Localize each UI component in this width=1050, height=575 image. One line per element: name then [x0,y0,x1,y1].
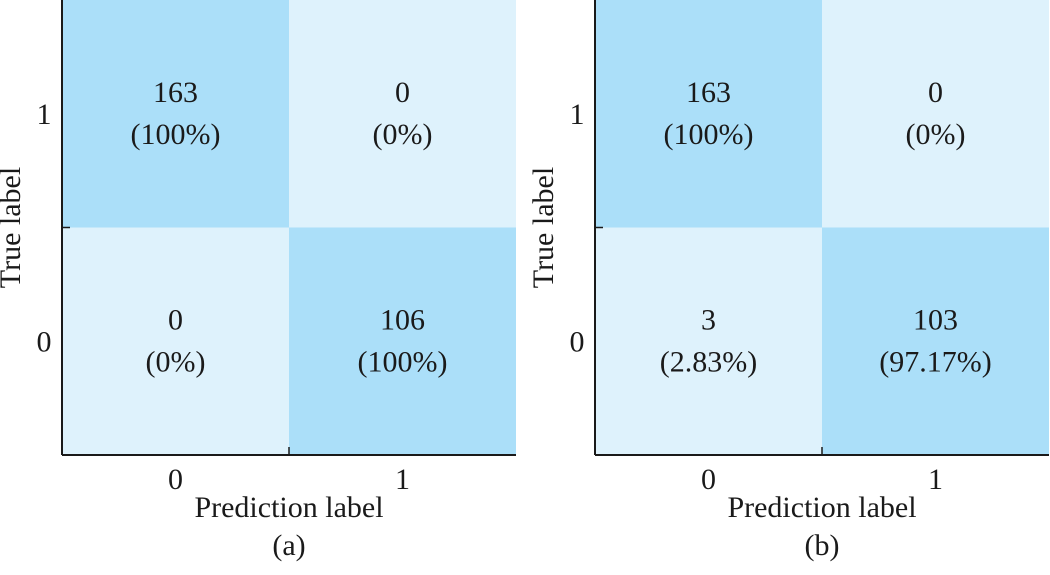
matrix-cell [289,227,516,455]
y-axis-label: True label [0,167,27,288]
cell-count: 163 [153,76,198,109]
x-tick-label: 0 [701,463,716,496]
matrix-cell [595,0,822,228]
cell-percent: (100%) [664,118,754,151]
matrix-cell [62,0,289,228]
cell-count: 3 [701,303,716,336]
cell-count: 0 [928,76,943,109]
cell-percent: (100%) [358,345,448,378]
x-axis-label: Prediction label [727,491,916,524]
cell-count: 106 [380,303,425,336]
matrix-cell [62,227,289,455]
cell-count: 163 [686,76,731,109]
x-axis-label: Prediction label [194,491,383,524]
cell-percent: (97.17%) [879,345,991,378]
cell-count: 0 [395,76,410,109]
matrix-cell [822,0,1049,228]
panel-label: (a) [272,529,305,562]
cell-percent: (0%) [373,118,433,151]
matrix-cell [289,0,516,228]
y-axis-label: True label [527,167,560,288]
cell-percent: (0%) [906,118,966,151]
cell-count: 0 [168,303,183,336]
y-tick-label: 1 [570,98,585,131]
confusion-matrix-panel-a: 163 (100%) 0 (0%) 0 (0%) 106 (100%) 1 0 0 1 Predicti… [0,0,516,562]
matrix-cell [822,227,1049,455]
y-tick-label: 1 [37,98,52,131]
x-tick-label: 0 [168,463,183,496]
matrix-cell [595,227,822,455]
x-tick-label: 1 [395,463,410,496]
panel-label: (b) [805,529,840,562]
cell-percent: (100%) [131,118,221,151]
cell-percent: (0%) [146,345,206,378]
y-tick-label: 0 [37,325,52,358]
cell-count: 103 [913,303,958,336]
cell-percent: (2.83%) [660,345,757,378]
confusion-matrix-panel-b: 163 (100%) 0 (0%) 3 (2.83%) 103 (97.17%) 1 0 0 1 Pre… [527,0,1049,562]
x-tick-label: 1 [928,463,943,496]
y-tick-label: 0 [570,325,585,358]
